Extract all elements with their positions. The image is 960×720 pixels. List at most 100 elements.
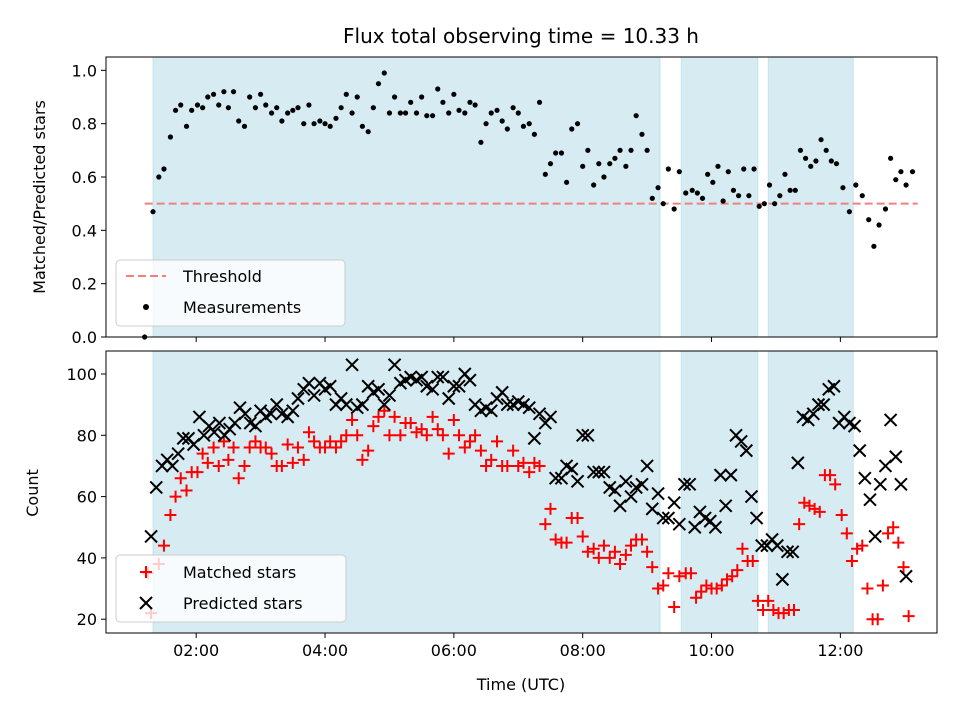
predicted-star-point (264, 407, 278, 421)
measurement-point (301, 121, 307, 127)
measurement-point (846, 209, 852, 215)
legend-matched-swatch (140, 566, 152, 578)
predicted-star-point (207, 425, 221, 439)
predicted-star-point (441, 391, 456, 406)
matched-star-point (762, 594, 775, 607)
measurement-point (813, 158, 819, 164)
x-tick-label: 02:00 (173, 641, 219, 660)
measurement-point (322, 121, 328, 127)
bot-y-tick-label: 20 (77, 610, 97, 629)
predicted-star-point (447, 379, 461, 393)
measurement-point (424, 113, 430, 119)
measurement-point (741, 166, 747, 172)
measurement-point (871, 243, 877, 249)
predicted-stars-series (144, 358, 913, 587)
predicted-star-point (307, 388, 321, 403)
matched-star-point (485, 453, 498, 466)
matched-star-point (275, 459, 288, 472)
measurement-point (720, 198, 726, 204)
matched-star-point (346, 413, 359, 426)
measurement-point (833, 161, 840, 167)
predicted-star-point (645, 502, 659, 516)
matched-star-point (614, 558, 627, 571)
x-tick-label: 06:00 (431, 641, 477, 660)
measurement-point (818, 137, 824, 143)
measurement-point (828, 158, 834, 164)
top-y-axis-label: Matched/Predicted stars (30, 100, 49, 294)
predicted-star-point (640, 459, 654, 473)
top-panel: 0.0 0.2 0.4 0.6 0.8 1.0 Matched/Predicted sta… (30, 56, 938, 347)
measurement-point (777, 193, 783, 199)
measurement-point (365, 129, 371, 135)
matched-star-point (207, 441, 220, 454)
measurement-point (612, 155, 618, 161)
predicted-star-point (608, 483, 622, 498)
predicted-star-point (619, 474, 633, 488)
matched-star-point (813, 505, 826, 518)
matched-star-point (420, 429, 433, 442)
predicted-star-point (724, 468, 738, 482)
matched-star-point (335, 435, 348, 448)
predicted-star-point (286, 404, 300, 418)
predicted-star-point (775, 572, 790, 587)
matched-star-point (212, 459, 225, 472)
measurement-point (419, 94, 425, 100)
matched-star-point (871, 613, 884, 626)
predicted-star-point (176, 431, 191, 446)
matched-star-point (436, 429, 449, 442)
predicted-star-point (212, 416, 227, 430)
bottom-plot-frame (105, 350, 938, 634)
measurement-point (859, 193, 865, 199)
matched-star-point (840, 527, 853, 540)
matched-star-point (259, 441, 272, 454)
measurement-point (200, 105, 206, 111)
matched-star-point (571, 512, 584, 525)
matched-star-point (892, 536, 905, 549)
predicted-star-point (651, 486, 665, 501)
matched-star-point (746, 554, 759, 567)
matched-star-point (340, 429, 353, 442)
measurement-point (306, 102, 312, 108)
measurement-point (710, 179, 716, 185)
predicted-star-point (355, 397, 370, 412)
bot-y-tick-label: 60 (77, 488, 97, 507)
predicted-star-point (291, 391, 305, 406)
matched-star-point (625, 539, 638, 552)
measurement-point (689, 187, 695, 193)
matched-star-point (560, 536, 573, 549)
measurement-point (756, 203, 762, 209)
predicted-star-point (739, 443, 754, 458)
top-y-axis: 0.0 0.2 0.4 0.6 0.8 1.0 (72, 61, 106, 347)
measurement-point (430, 113, 436, 119)
top-shaded-regions (152, 56, 854, 338)
matched-star-point (695, 585, 708, 598)
predicted-star-point (744, 489, 759, 504)
predicted-star-point (894, 477, 908, 492)
x-tick-label: 04:00 (302, 641, 348, 660)
matched-star-point (657, 579, 670, 592)
matched-star-point (641, 545, 654, 558)
matched-star-point (662, 567, 675, 580)
measurement-point (888, 155, 894, 161)
measurement-point (150, 209, 156, 215)
legend-measurements-label: Measurements (183, 298, 301, 317)
matched-star-point (265, 447, 278, 460)
predicted-star-point (436, 370, 450, 384)
matched-star-point (201, 456, 214, 469)
predicted-star-point (718, 499, 733, 513)
matched-star-point (281, 438, 294, 451)
predicted-star-point (548, 471, 563, 485)
measurement-point (327, 123, 333, 129)
measurement-point (515, 110, 521, 116)
measurement-point (903, 182, 909, 188)
matched-star-point (222, 453, 235, 466)
matched-star-point (715, 579, 728, 592)
predicted-star-point (672, 517, 687, 531)
measurement-point (676, 169, 682, 175)
measurement-point (402, 110, 409, 116)
measurement-point (699, 195, 706, 201)
measurement-point (451, 91, 457, 97)
predicted-star-point (371, 382, 386, 397)
measurement-point (876, 222, 882, 228)
